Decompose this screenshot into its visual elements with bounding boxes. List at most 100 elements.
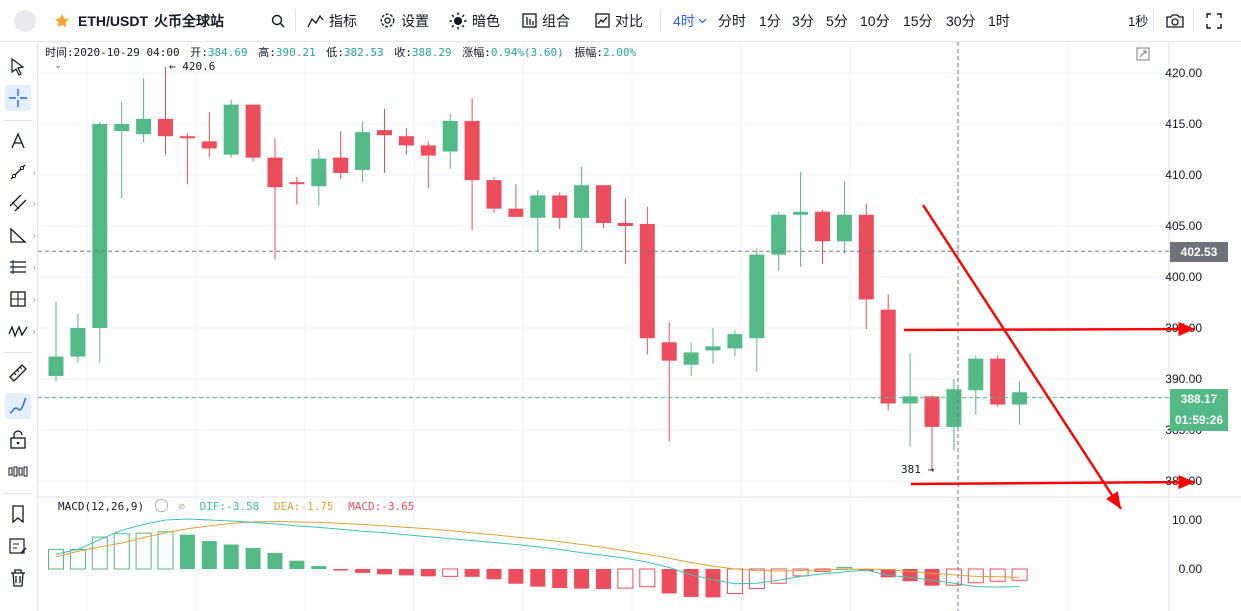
interval-1h[interactable]: 1时: [988, 0, 1010, 41]
crosshair-icon: [9, 89, 27, 107]
tool-trendline[interactable]: [5, 159, 31, 185]
interval-10m[interactable]: 10分: [860, 0, 890, 41]
interval-1m[interactable]: 1分: [759, 0, 781, 41]
indicators-button[interactable]: 指标: [307, 0, 357, 41]
candle-body: [179, 136, 195, 139]
compare-icon: [595, 13, 610, 28]
settings-button[interactable]: 设置: [379, 0, 429, 41]
annotation-arrow-resistance: [903, 322, 1196, 337]
macd-histogram-bar: [267, 552, 283, 569]
tool-edit-list[interactable]: [5, 533, 31, 559]
tool-brush[interactable]: [5, 393, 31, 419]
chevron-right-icon[interactable]: ›: [33, 263, 36, 272]
tool-pattern[interactable]: [5, 318, 31, 344]
macd-dif-value: -3.58: [226, 500, 260, 513]
fibonacci-icon: [10, 260, 26, 274]
rectangle-icon: [10, 291, 26, 307]
candle-body: [70, 328, 86, 357]
interval-label: 3分: [792, 12, 814, 29]
macd-settings-gear-icon[interactable]: [154, 499, 168, 512]
search-button[interactable]: [271, 0, 290, 41]
price-chart[interactable]: 420.00415.00410.00405.00400.00395.00390.…: [38, 42, 1241, 611]
tool-cursor[interactable]: [5, 54, 31, 80]
interval-3m[interactable]: 3分: [792, 0, 814, 41]
tool-rectangle[interactable]: [5, 286, 31, 312]
macd-histogram-bar: [989, 568, 1006, 582]
tool-ruler[interactable]: [5, 360, 31, 386]
annotation-arrow-shaft: [910, 480, 1196, 486]
candle-body: [661, 342, 677, 361]
tool-triangle[interactable]: [5, 222, 31, 248]
tool-parallel-channel[interactable]: [5, 190, 31, 216]
interval-fenshi[interactable]: 分时: [718, 0, 746, 41]
high-marker: ← 420.6: [169, 60, 216, 73]
star-icon[interactable]: [54, 13, 70, 29]
tool-lock[interactable]: [5, 426, 31, 452]
tool-favorites[interactable]: [5, 501, 31, 527]
interval-selector[interactable]: 4时: [673, 0, 712, 41]
chevron-right-icon[interactable]: ›: [33, 199, 36, 208]
macd-dif-label: DIF:: [199, 500, 227, 513]
legend-time-value: 2020-10-29 04:00: [73, 46, 180, 59]
interval-30m[interactable]: 30分: [946, 0, 976, 41]
interval-label: 5分: [826, 12, 848, 29]
candle-body: [596, 185, 611, 223]
legend-high-label: 高:: [258, 46, 276, 59]
combo-button[interactable]: 组合: [522, 0, 570, 41]
top-toolbar: ETH/USDT 火币全球站 指标 设置 暗色 组合 对比 4时 分时 1分 3…: [0, 0, 1241, 42]
brush-icon: [9, 397, 27, 414]
ruler-icon: [9, 364, 27, 382]
legend-collapse-chevron-icon[interactable]: ⌄: [54, 60, 63, 71]
tool-delete[interactable]: [5, 565, 31, 591]
candle-body: [727, 334, 743, 349]
interval-selected: 4时: [673, 12, 695, 29]
macd-histogram-bar: [377, 569, 392, 575]
macd-legend: MACD(12,26,9) ⊘ DIF:-3.58 DEA:-1.75 MACD…: [58, 499, 414, 513]
macd-histogram-bar: [1011, 568, 1028, 581]
legend-open-label: 开:: [190, 46, 208, 59]
interval-label: 1分: [759, 12, 781, 29]
tool-fibonacci[interactable]: [5, 254, 31, 280]
legend-amplitude-label: 振幅:: [574, 46, 603, 59]
chevron-down-icon: [698, 18, 707, 24]
macd-histogram-bar: [442, 568, 459, 577]
interval-label: 1时: [988, 12, 1010, 29]
macd-histogram-bar: [705, 569, 721, 598]
screenshot-button[interactable]: [1165, 0, 1190, 41]
annotation-arrow-shaft: [903, 327, 1196, 332]
price-tick-label: 405.00: [1165, 219, 1202, 233]
candle-body: [92, 124, 108, 328]
chevron-right-icon[interactable]: ›: [33, 168, 36, 177]
legend-time-label: 时间:: [45, 46, 74, 59]
chevron-right-icon[interactable]: ›: [33, 327, 36, 336]
tool-crosshair[interactable]: [5, 85, 31, 111]
interval-15m[interactable]: 15分: [903, 0, 933, 41]
fullscreen-button[interactable]: [1206, 0, 1227, 41]
maximize-pane-button[interactable]: [1136, 47, 1150, 66]
theme-button[interactable]: 暗色: [449, 0, 500, 41]
candle-body: [902, 396, 918, 404]
candle-body: [158, 118, 173, 137]
candle-body: [136, 118, 152, 135]
legend-amplitude-value: 2.00%: [602, 46, 637, 59]
candle-body: [48, 356, 64, 376]
tool-hide[interactable]: [5, 458, 31, 484]
legend-open-value: 384.69: [207, 46, 248, 59]
macd-histogram-bar: [508, 569, 524, 584]
macd-close-icon[interactable]: ⊘: [178, 500, 185, 513]
interval-5m[interactable]: 5分: [826, 0, 848, 41]
layout-icon: [522, 13, 537, 28]
candle-body: [617, 222, 633, 226]
chevron-right-icon[interactable]: ›: [33, 231, 36, 240]
candle-body: [333, 157, 349, 173]
price-tick-label: 400.00: [1165, 270, 1202, 284]
candle-body: [552, 195, 568, 218]
refresh-rate[interactable]: 1秒: [1128, 0, 1148, 41]
tool-text[interactable]: [5, 128, 31, 154]
chevron-right-icon[interactable]: ›: [33, 295, 36, 304]
trendline-icon: [10, 164, 26, 180]
macd-hist-label: MACD:: [348, 500, 382, 513]
symbol-selector[interactable]: ETH/USDT 火币全球站: [14, 0, 224, 41]
compare-button[interactable]: 对比: [595, 0, 643, 41]
fullscreen-icon: [1206, 12, 1222, 29]
